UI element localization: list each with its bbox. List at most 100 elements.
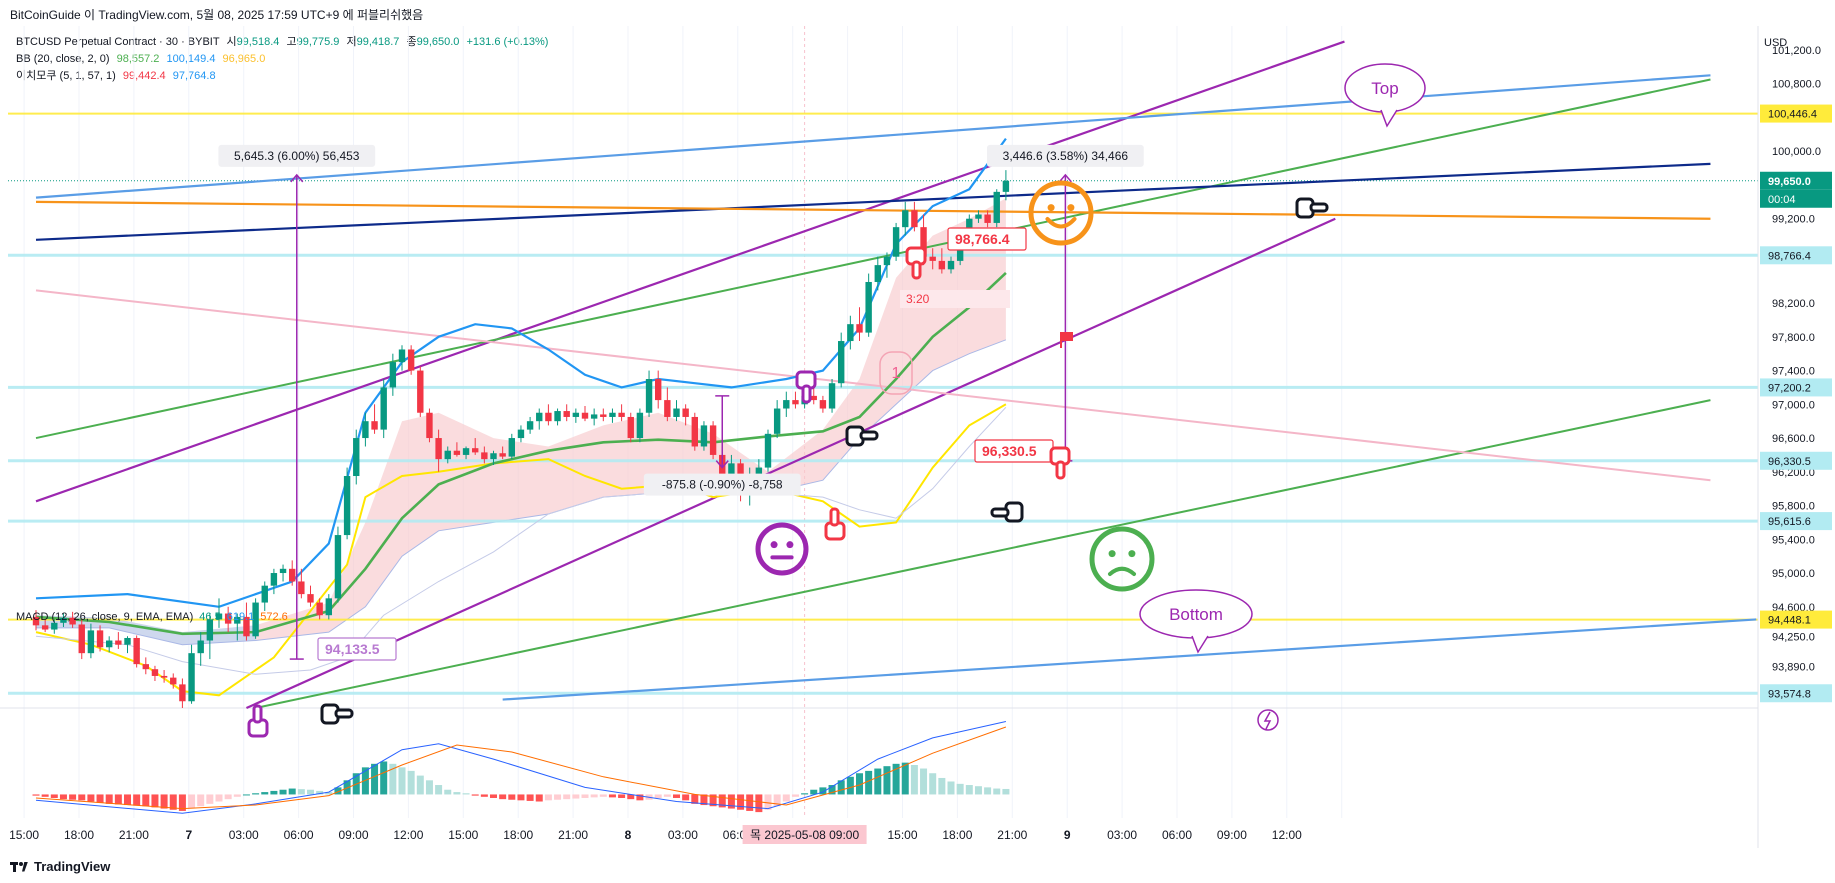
candle-body	[362, 421, 369, 439]
price-axis-tick: 100,000.0	[1772, 146, 1821, 158]
time-axis-tick: 18:00	[503, 828, 533, 842]
price-chart[interactable]: 5,645.3 (6.00%) 56,453 3,446.6 (3.58%) 34…	[0, 26, 1835, 856]
ichimoku-label[interactable]: 이치모쿠 (5, 1, 57, 1)	[16, 70, 116, 82]
cloud-area	[36, 198, 1006, 645]
macd-hist-bar	[856, 773, 863, 795]
price-axis-tick: 97,400.0	[1772, 366, 1815, 378]
candle-body	[224, 613, 232, 624]
lightning-icon[interactable]	[1257, 709, 1279, 731]
macd-hist-bar	[69, 794, 77, 800]
candle-body	[499, 453, 506, 457]
macd-hist-bar	[517, 794, 525, 801]
candle-body	[160, 675, 168, 678]
trend-line-green-lower[interactable]	[255, 399, 1711, 709]
candle-body	[618, 412, 625, 417]
macd-hist-bar	[59, 794, 67, 800]
price-tag-box[interactable]	[317, 637, 397, 661]
macd-hist-bar	[151, 794, 159, 808]
candle-body	[60, 617, 67, 623]
time-axis-tick: 06:00	[284, 828, 314, 842]
price-tag-label: 98,766.4	[955, 231, 1010, 247]
candle-body	[581, 412, 589, 419]
candle-body	[508, 438, 515, 457]
trend-line-green-upper[interactable]	[35, 78, 1711, 440]
candle-body	[179, 684, 186, 702]
price-tag-box[interactable]	[947, 227, 1027, 251]
publish-header: BitCoinGuide 이 TradingView.com, 5월 08, 2…	[10, 8, 424, 22]
tradingview-logo[interactable]: TradingView	[10, 859, 110, 874]
macd-hist-bar	[883, 766, 891, 795]
low-label: 저	[346, 36, 357, 48]
macd-hist-bar	[910, 765, 918, 795]
note-bubble[interactable]	[879, 351, 913, 395]
trend-line-blue-lower[interactable]	[502, 618, 1757, 701]
macd-hist-bar	[133, 794, 141, 806]
candle-body	[590, 414, 598, 419]
macd-hist-bar	[380, 761, 388, 795]
candle-body	[874, 265, 881, 282]
trend-line-blue-upper[interactable]	[35, 74, 1711, 199]
candle-body	[645, 379, 653, 413]
candle-body	[197, 640, 204, 654]
tradingview-brand: TradingView	[34, 859, 111, 874]
price-axis[interactable]: 101,200.0 100,800.0 100,000.0 99,200.0 98,20…	[1757, 26, 1835, 848]
macd-hist-bar	[444, 789, 452, 795]
measure-label-bg	[986, 144, 1144, 167]
trend-lines	[35, 40, 1757, 710]
time-axis-tick: 15:00	[887, 828, 917, 842]
candle-body	[435, 438, 442, 460]
macd-hist-bar	[453, 792, 461, 795]
bb-lower-line	[35, 406, 1007, 675]
legend-symbol[interactable]: BTCUSD Perpetual Contract · 30 · BYBIT	[16, 36, 220, 48]
candle-body	[234, 616, 241, 624]
close-label: 종	[406, 36, 417, 48]
price-label-bg	[1760, 684, 1832, 703]
trend-line-pink[interactable]	[35, 289, 1711, 482]
macd-hist-bar	[819, 787, 827, 795]
time-axis[interactable]: 15:00 18:00 21:00 7 03:00 06:00 09:00 12:00 15:0…	[9, 825, 1302, 844]
trend-line-purple-lower[interactable]	[245, 217, 1336, 710]
change-value: +131.6 (+0.13%)	[466, 36, 549, 48]
time-axis-tick: 9	[1064, 828, 1071, 842]
candle-body	[783, 400, 790, 409]
high-value: 99,775.9	[296, 36, 340, 48]
time-axis-tick: 21:00	[997, 828, 1027, 842]
macd-hist-bar	[197, 794, 205, 807]
macd-hist-bar	[938, 777, 946, 795]
candle-body	[993, 191, 1000, 223]
macd-hist-bar	[480, 794, 488, 797]
price-label-bg	[1760, 104, 1832, 123]
macd-hist-bar	[874, 768, 882, 795]
neutral-face-icon-eye	[786, 541, 794, 549]
macd-hist-bar	[920, 768, 928, 795]
measure-arrow	[290, 173, 304, 183]
candle-body	[838, 341, 845, 384]
macd-label[interactable]: MACD (12, 26, close, 9, EMA, EMA)	[16, 611, 193, 623]
price-axis-tick: 95,000.0	[1772, 568, 1815, 580]
macd-hist-bar	[242, 794, 250, 796]
price-label: 95,615.6	[1768, 516, 1811, 528]
macd-hist-bar	[307, 789, 314, 795]
trend-line-orange[interactable]	[35, 200, 1711, 220]
grid	[0, 26, 1835, 818]
trend-line-navy[interactable]	[35, 162, 1711, 241]
macd-signal-value: 572.6	[260, 611, 288, 623]
candle-body	[298, 581, 305, 595]
time-axis-tick: 03:00	[668, 828, 698, 842]
candle-body	[517, 429, 525, 439]
measurement-tools: 5,645.3 (6.00%) 56,453 3,446.6 (3.58%) 34…	[218, 144, 1144, 660]
note-bubble-label: 1	[892, 365, 901, 382]
macd-hist-bar	[288, 788, 296, 795]
macd-hist-bar	[252, 793, 260, 795]
bb-upper-line	[35, 137, 1007, 608]
price-axis-tick: 95,400.0	[1772, 534, 1815, 546]
time-axis-tick: 15:00	[9, 828, 39, 842]
bb-label[interactable]: BB (20, close, 2, 0)	[16, 53, 110, 65]
price-label-bg	[1760, 189, 1832, 208]
price-label-bg	[1760, 610, 1832, 629]
time-axis-tick: 18:00	[64, 828, 94, 842]
macd-hist-bar	[764, 794, 772, 810]
candle-body	[682, 408, 689, 417]
time-axis-tick: 21:00	[119, 828, 149, 842]
price-label-bg	[1760, 512, 1832, 531]
